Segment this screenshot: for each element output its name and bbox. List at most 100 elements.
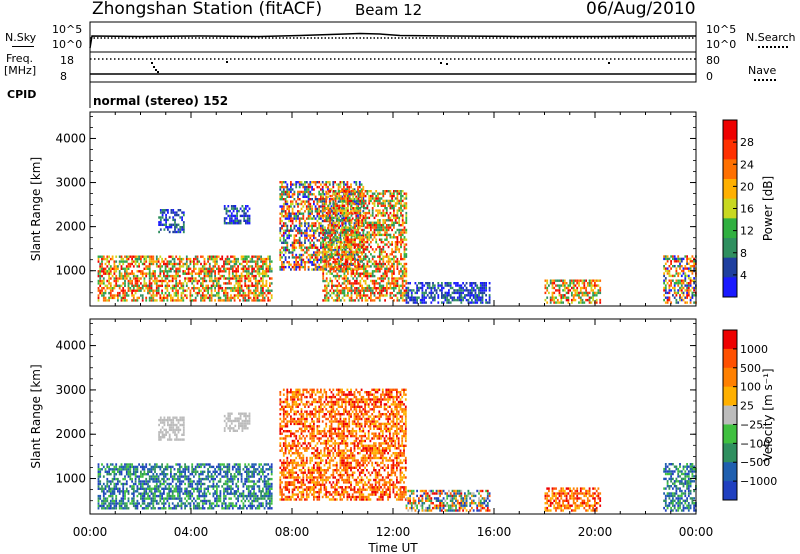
cell (345, 233, 348, 237)
cell (325, 255, 328, 258)
cell (325, 250, 328, 254)
cell (416, 286, 418, 290)
cell (223, 289, 225, 292)
cell (324, 233, 326, 237)
cell (339, 185, 342, 189)
cell (251, 267, 254, 270)
cell (124, 482, 126, 486)
cell (99, 291, 102, 295)
cell (320, 256, 322, 259)
cell (403, 294, 406, 297)
cell (239, 262, 241, 266)
cell (305, 188, 308, 191)
cell (594, 294, 596, 297)
cell (324, 253, 326, 256)
cell (401, 257, 404, 261)
cell (267, 274, 270, 278)
cell (313, 188, 315, 191)
cell (208, 255, 211, 258)
cell (371, 214, 374, 217)
cell (311, 234, 313, 237)
cell (143, 279, 146, 283)
cell (325, 263, 328, 266)
cell (362, 188, 365, 191)
cell (327, 219, 330, 222)
cell (332, 270, 335, 273)
cell (155, 262, 158, 266)
cell (339, 183, 342, 186)
cell (159, 480, 162, 483)
cell (322, 216, 325, 220)
cell (560, 284, 563, 287)
cell (298, 193, 301, 196)
cell (334, 181, 336, 184)
cell (307, 185, 310, 189)
cell (270, 270, 273, 273)
cell (693, 279, 695, 282)
cell (154, 299, 156, 302)
cell (239, 291, 241, 295)
cell (180, 287, 183, 290)
cell (298, 244, 301, 247)
cell (396, 241, 399, 244)
cell (446, 301, 449, 304)
cell (269, 277, 271, 280)
cell (343, 250, 346, 254)
cell (163, 218, 166, 222)
cell (666, 267, 669, 270)
cell (567, 286, 570, 290)
cell (382, 202, 385, 205)
cell (403, 272, 406, 275)
cell (102, 499, 105, 503)
cell (327, 248, 330, 251)
cell (441, 301, 443, 304)
cell (423, 296, 426, 299)
cell (588, 291, 591, 295)
cell (155, 260, 158, 263)
cell (316, 185, 319, 189)
cell (398, 231, 401, 234)
cell (666, 282, 669, 285)
cell (141, 499, 144, 503)
cell (194, 279, 197, 283)
cell (403, 284, 406, 287)
cell (343, 274, 346, 278)
cell (327, 260, 330, 263)
cell (382, 289, 385, 292)
cell (136, 257, 139, 261)
cell (161, 277, 163, 280)
cell (670, 262, 672, 265)
cell (189, 289, 192, 292)
cell (210, 291, 213, 295)
cell (478, 298, 480, 302)
cell (108, 502, 110, 505)
cell (175, 230, 178, 234)
cell (164, 291, 167, 295)
cell (290, 202, 292, 206)
cell (414, 301, 417, 304)
cell (212, 282, 215, 285)
cell (357, 236, 360, 239)
cell (331, 233, 333, 237)
cell (124, 468, 126, 471)
cell (670, 284, 672, 287)
cell (187, 287, 190, 290)
cell (251, 291, 254, 295)
cell (97, 257, 100, 261)
cell (336, 228, 339, 232)
cell (391, 214, 393, 217)
cell (318, 248, 321, 252)
cell (309, 198, 312, 201)
cell (691, 291, 694, 295)
cell (182, 296, 185, 300)
cell (331, 207, 333, 210)
cell (331, 245, 333, 249)
nave-outliers (151, 61, 610, 73)
cell (262, 267, 264, 270)
cell (485, 298, 487, 302)
cell (120, 482, 123, 486)
cell (159, 468, 162, 471)
cell (295, 224, 298, 228)
cell (203, 287, 206, 290)
cell (324, 299, 326, 302)
